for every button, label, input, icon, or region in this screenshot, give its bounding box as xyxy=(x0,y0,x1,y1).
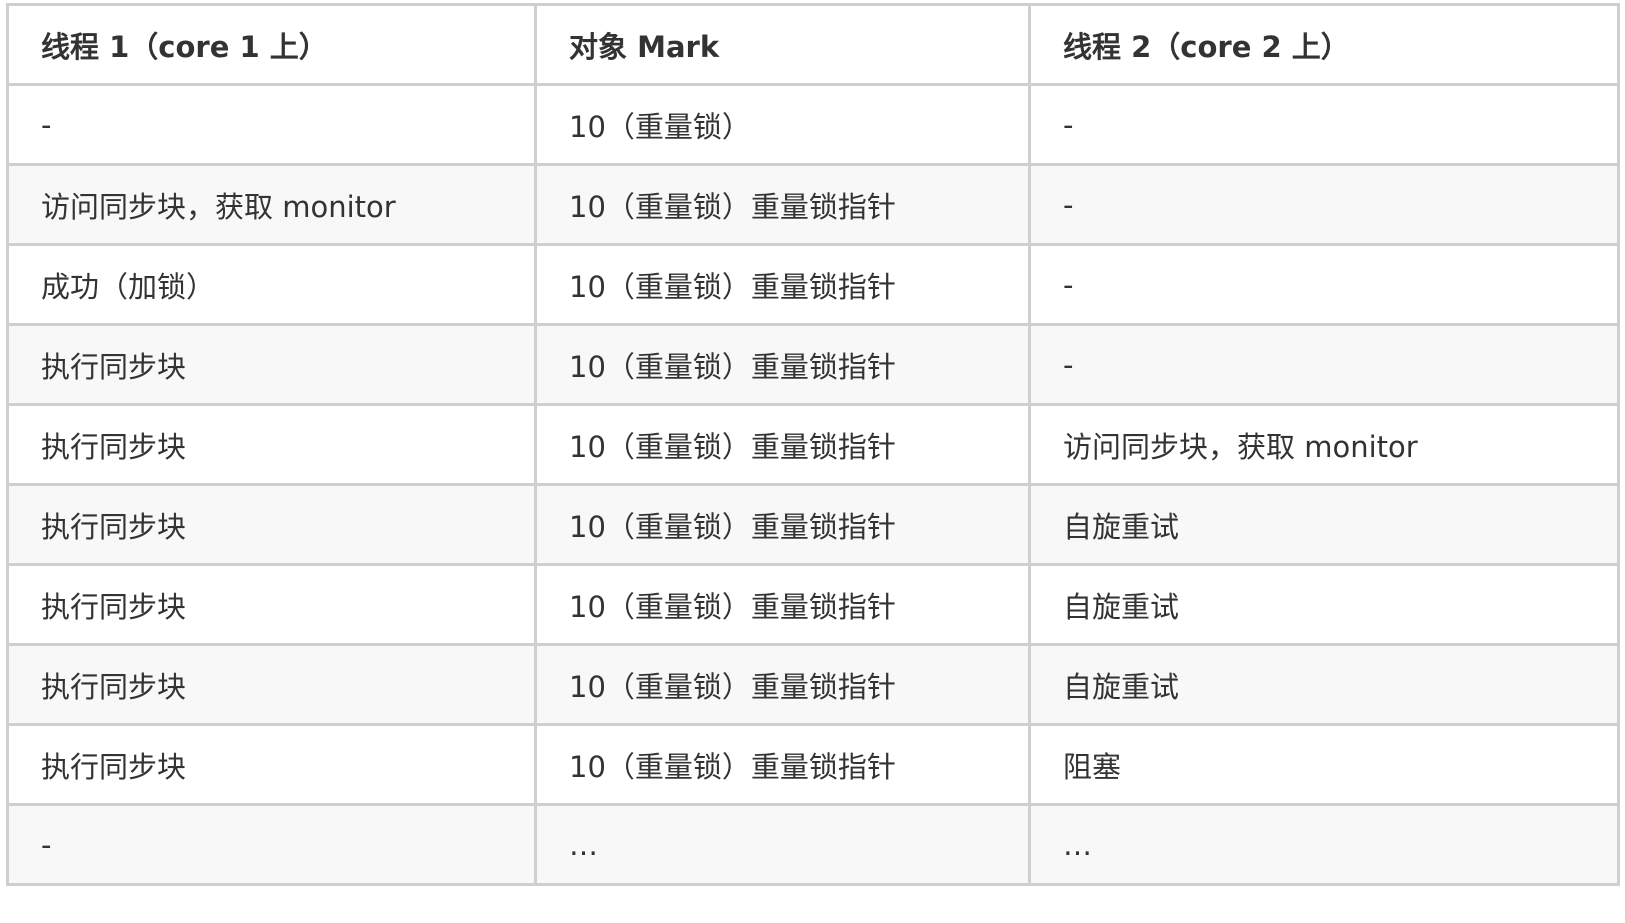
cell-thread1: 执行同步块 xyxy=(6,323,537,406)
cell-thread1: 执行同步块 xyxy=(6,483,537,566)
cell-thread1: 执行同步块 xyxy=(6,403,537,486)
table-row: 执行同步块 10（重量锁）重量锁指针 自旋重试 xyxy=(6,483,1620,566)
cell-thread2: 自旋重试 xyxy=(1028,563,1620,646)
cell-thread1: - xyxy=(6,803,537,886)
header-thread2: 线程 2（core 2 上） xyxy=(1028,3,1620,86)
cell-thread1: 执行同步块 xyxy=(6,643,537,726)
cell-thread1: 执行同步块 xyxy=(6,723,537,806)
cell-thread2: 阻塞 xyxy=(1028,723,1620,806)
cell-object-mark: 10（重量锁）重量锁指针 xyxy=(534,723,1031,806)
cell-object-mark: 10（重量锁）重量锁指针 xyxy=(534,403,1031,486)
header-object-mark: 对象 Mark xyxy=(534,3,1031,86)
cell-thread2: 自旋重试 xyxy=(1028,483,1620,566)
cell-object-mark: 10（重量锁）重量锁指针 xyxy=(534,323,1031,406)
cell-thread2: - xyxy=(1028,163,1620,246)
lock-state-table: 线程 1（core 1 上） 对象 Mark 线程 2（core 2 上） -1… xyxy=(6,3,1620,886)
cell-object-mark: 10（重量锁） xyxy=(534,83,1031,166)
header-thread1: 线程 1（core 1 上） xyxy=(6,3,537,86)
table-row: 执行同步块 10（重量锁）重量锁指针 自旋重试 xyxy=(6,563,1620,646)
cell-thread1: - xyxy=(6,83,537,166)
cell-object-mark: 10（重量锁）重量锁指针 xyxy=(534,483,1031,566)
cell-thread2: - xyxy=(1028,243,1620,326)
table-row: 成功（加锁） 10（重量锁）重量锁指针 - xyxy=(6,243,1620,326)
cell-thread2: - xyxy=(1028,323,1620,406)
table-row: 执行同步块 10（重量锁）重量锁指针 自旋重试 xyxy=(6,643,1620,726)
table-row: 执行同步块 10（重量锁）重量锁指针 - xyxy=(6,323,1620,406)
table-row: 访问同步块，获取 monitor 10（重量锁）重量锁指针 - xyxy=(6,163,1620,246)
cell-object-mark: 10（重量锁）重量锁指针 xyxy=(534,563,1031,646)
cell-object-mark: 10（重量锁）重量锁指针 xyxy=(534,163,1031,246)
cell-thread1: 访问同步块，获取 monitor xyxy=(6,163,537,246)
header-row: 线程 1（core 1 上） 对象 Mark 线程 2（core 2 上） xyxy=(6,3,1620,86)
table-row: -…… xyxy=(6,803,1620,886)
cell-thread1: 执行同步块 xyxy=(6,563,537,646)
cell-thread2: 自旋重试 xyxy=(1028,643,1620,726)
table-row: 执行同步块 10（重量锁）重量锁指针 访问同步块，获取 monitor xyxy=(6,403,1620,486)
cell-thread1: 成功（加锁） xyxy=(6,243,537,326)
cell-object-mark: 10（重量锁）重量锁指针 xyxy=(534,243,1031,326)
cell-thread2: - xyxy=(1028,83,1620,166)
cell-object-mark: … xyxy=(534,803,1031,886)
cell-thread2: … xyxy=(1028,803,1620,886)
table-row: -10（重量锁） - xyxy=(6,83,1620,166)
cell-thread2: 访问同步块，获取 monitor xyxy=(1028,403,1620,486)
table-row: 执行同步块 10（重量锁）重量锁指针 阻塞 xyxy=(6,723,1620,806)
cell-object-mark: 10（重量锁）重量锁指针 xyxy=(534,643,1031,726)
